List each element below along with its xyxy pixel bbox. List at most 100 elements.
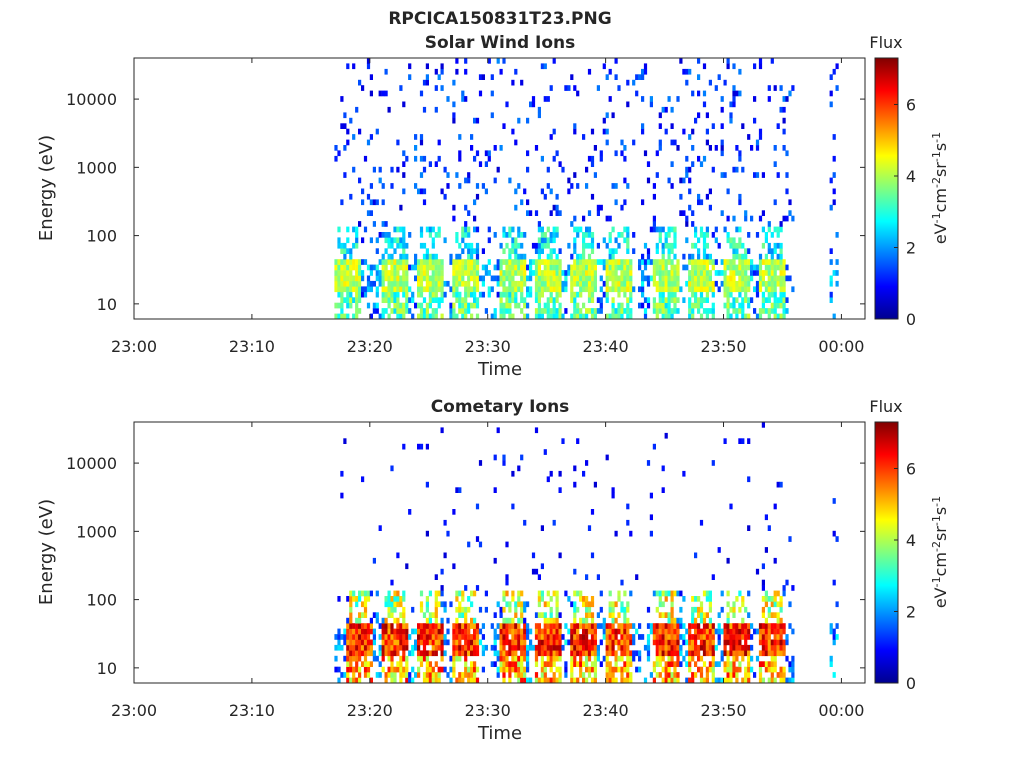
- flux-cell: [458, 183, 462, 189]
- flux-cell: [629, 280, 633, 287]
- flux-cell: [691, 161, 695, 167]
- flux-cell: [711, 634, 715, 640]
- flux-cell: [655, 264, 659, 271]
- flux-cell: [614, 183, 618, 189]
- flux-cell: [502, 606, 506, 613]
- flux-cell: [355, 623, 359, 629]
- flux-cell: [396, 226, 400, 233]
- flux-cell: [717, 661, 721, 667]
- flux-cell: [487, 286, 491, 293]
- flux-cell: [582, 470, 586, 477]
- flux-cell: [355, 313, 359, 320]
- flux-cell: [673, 286, 677, 293]
- flux-cell: [499, 242, 503, 249]
- flux-cell: [667, 650, 671, 657]
- flux-cell: [346, 628, 350, 635]
- flux-cell: [776, 275, 780, 282]
- flux-cell: [405, 666, 409, 673]
- flux-cell: [688, 253, 692, 260]
- flux-cell: [708, 666, 712, 673]
- flux-cell: [393, 601, 397, 608]
- flux-cell: [422, 166, 427, 173]
- flux-cell: [694, 270, 698, 276]
- flux-cell: [540, 291, 544, 298]
- flux-cell: [417, 639, 421, 646]
- flux-cell: [773, 302, 777, 309]
- flux-cell: [475, 639, 480, 646]
- flux-cell: [579, 661, 583, 667]
- flux-cell: [705, 650, 709, 657]
- flux-cell: [523, 617, 527, 624]
- flux-cell: [590, 280, 595, 287]
- flux-cell: [673, 672, 677, 678]
- flux-cell: [419, 90, 424, 97]
- flux-cell: [785, 579, 789, 586]
- flux-cell: [579, 291, 583, 298]
- flux-cell: [832, 155, 836, 162]
- flux-cell: [384, 68, 388, 75]
- flux-cell: [738, 438, 742, 444]
- flux-cell: [540, 655, 544, 662]
- flux-cell: [526, 661, 530, 667]
- flux-cell: [664, 612, 668, 618]
- flux-cell: [587, 639, 592, 646]
- flux-cell: [475, 248, 480, 254]
- flux-cell: [776, 644, 780, 651]
- flux-cell: [378, 90, 382, 97]
- flux-cell: [835, 536, 839, 542]
- flux-cell: [470, 639, 474, 646]
- flux-cell: [673, 644, 677, 651]
- flux-cell: [579, 264, 583, 271]
- flux-cell: [543, 237, 547, 244]
- flux-cell: [561, 438, 565, 444]
- flux-cell: [670, 628, 674, 635]
- flux-cell: [587, 601, 592, 608]
- flux-cell: [399, 601, 403, 608]
- flux-cell: [620, 650, 624, 657]
- flux-cell: [611, 259, 615, 265]
- flux-cell: [691, 275, 695, 282]
- flux-cell: [346, 128, 350, 135]
- flux-cell: [688, 166, 692, 173]
- flux-cell: [579, 253, 583, 260]
- flux-cell: [782, 297, 786, 303]
- flux-cell: [688, 270, 692, 276]
- flux-cell: [688, 204, 692, 211]
- flux-cell: [596, 655, 600, 662]
- flux-cell: [750, 623, 754, 629]
- flux-cell: [564, 623, 568, 629]
- flux-cell: [358, 612, 362, 618]
- flux-cell: [585, 601, 589, 608]
- flux-cell: [464, 297, 468, 303]
- flux-cell: [355, 302, 359, 309]
- flux-cell: [440, 275, 444, 282]
- flux-cell: [537, 242, 541, 249]
- flux-cell: [785, 188, 789, 195]
- flux-cell: [417, 259, 421, 265]
- flux-cell: [741, 308, 745, 314]
- flux-cell: [549, 134, 553, 140]
- flux-cell: [552, 297, 556, 303]
- flux-cell: [587, 644, 592, 651]
- flux-cell: [387, 612, 391, 618]
- flux-cell: [461, 297, 465, 303]
- flux-cell: [770, 58, 774, 64]
- flux-cell: [552, 270, 556, 276]
- flux-cell: [337, 259, 341, 265]
- flux-cell: [573, 172, 577, 178]
- flux-cell: [514, 628, 518, 635]
- flux-cell: [670, 106, 674, 113]
- flux-cell: [617, 623, 621, 629]
- flux-cell: [343, 438, 347, 444]
- flux-cell: [791, 677, 795, 684]
- flux-cell: [437, 601, 441, 608]
- flux-cell: [764, 308, 768, 314]
- flux-cell: [473, 590, 477, 597]
- flux-cell: [726, 291, 730, 298]
- flux-cell: [732, 628, 736, 635]
- flux-cell: [747, 259, 751, 265]
- flux-cell: [782, 644, 786, 651]
- flux-cell: [738, 275, 742, 282]
- flux-cell: [702, 628, 707, 635]
- flux-cell: [561, 166, 565, 173]
